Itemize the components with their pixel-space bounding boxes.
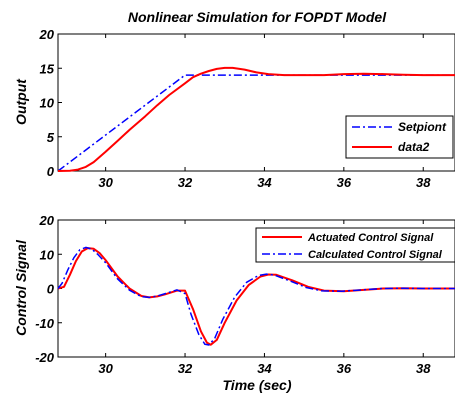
output-legend: Setpiont data2 <box>345 115 454 159</box>
output-x-tick-label: 30 <box>98 175 113 190</box>
output-y-tick-label: 20 <box>39 27 55 42</box>
output-y-tick-label: 15 <box>40 61 55 76</box>
control-signal-legend: Actuated Control Signal Calculated Contr… <box>255 227 455 263</box>
control-signal-y-tick-label: 20 <box>39 213 55 228</box>
output-y-tick-label: 10 <box>40 96 55 111</box>
output-series-line-0 <box>57 74 455 172</box>
control-signal-x-tick-label: 32 <box>178 361 193 376</box>
output-x-tick-label: 32 <box>178 175 193 190</box>
control-signal-y-axis-label: Control Signal <box>13 239 29 336</box>
control-signal-y-tick-label: 0 <box>47 282 55 297</box>
control-signal-x-tick-label: 36 <box>337 361 352 376</box>
control-signal-x-axis-label: Time (sec) <box>223 377 292 393</box>
output-chart-title: Nonlinear Simulation for FOPDT Model <box>128 9 387 25</box>
output-x-tick-label: 36 <box>337 175 352 190</box>
output-legend-label-0: Setpiont <box>398 120 447 134</box>
control-signal-chart: Control Signal Time (sec) 30 32 34 36 38 -20 -… <box>13 213 455 393</box>
control-signal-x-tick-label: 38 <box>416 361 431 376</box>
output-x-tick-label: 38 <box>416 175 431 190</box>
control-signal-y-tick-label: -10 <box>35 316 55 331</box>
control-signal-legend-box <box>255 227 455 263</box>
output-series-line-1 <box>57 66 455 172</box>
output-x-tick-label: 34 <box>257 175 272 190</box>
control-signal-series-line-1 <box>57 246 455 346</box>
output-legend-box <box>345 115 454 159</box>
output-chart: Nonlinear Simulation for FOPDT Model Out… <box>13 9 455 190</box>
control-signal-legend-label-0: Actuated Control Signal <box>307 232 434 244</box>
output-y-axis-label: Output <box>13 78 29 125</box>
output-y-tick-label: 0 <box>47 164 55 179</box>
control-signal-x-tick-label: 30 <box>98 361 113 376</box>
output-legend-label-1: data2 <box>398 140 430 154</box>
output-y-tick-label: 5 <box>47 130 55 145</box>
control-signal-x-tick-label: 34 <box>257 361 272 376</box>
control-signal-legend-label-1: Calculated Control Signal <box>308 249 443 261</box>
control-signal-y-tick-label: 10 <box>40 247 55 262</box>
control-signal-y-tick-label: -20 <box>35 350 55 365</box>
